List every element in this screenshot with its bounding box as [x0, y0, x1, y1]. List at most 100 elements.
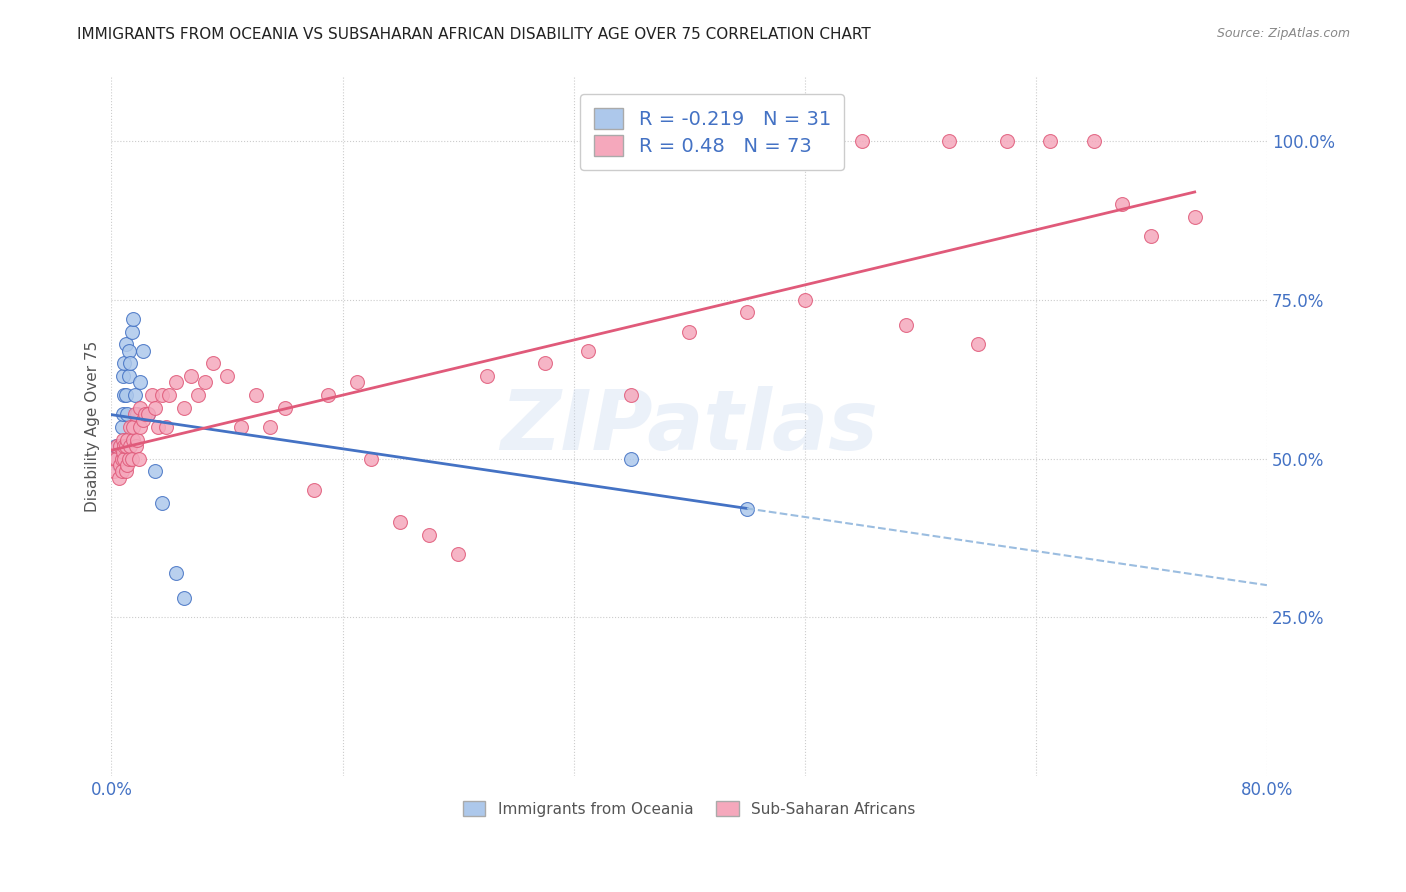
Point — [1083, 134, 1105, 148]
Point — [201, 356, 224, 370]
Text: IMMIGRANTS FROM OCEANIA VS SUBSAHARAN AFRICAN DISABILITY AGE OVER 75 CORRELATION: IMMIGRANTS FROM OCEANIA VS SUBSAHARAN AF… — [77, 27, 872, 42]
Point — [132, 343, 155, 358]
Point — [115, 464, 138, 478]
Point — [107, 470, 129, 484]
Point — [117, 458, 139, 472]
Point — [793, 293, 815, 307]
Point — [117, 407, 139, 421]
Point — [127, 433, 149, 447]
Text: ZIPatlas: ZIPatlas — [501, 386, 879, 467]
Point — [120, 439, 142, 453]
Point — [129, 376, 152, 390]
Point — [108, 439, 131, 453]
Point — [112, 356, 135, 370]
Point — [245, 388, 267, 402]
Point — [155, 419, 177, 434]
Point — [110, 451, 132, 466]
Point — [128, 451, 150, 466]
Point — [110, 419, 132, 434]
Point — [118, 343, 141, 358]
Text: Source: ZipAtlas.com: Source: ZipAtlas.com — [1216, 27, 1350, 40]
Point — [120, 419, 142, 434]
Point — [111, 407, 134, 421]
Point — [103, 464, 125, 478]
Point — [360, 451, 382, 466]
Point — [1111, 197, 1133, 211]
Point — [107, 445, 129, 459]
Point — [194, 376, 217, 390]
Point — [105, 451, 128, 466]
Point — [576, 343, 599, 358]
Point — [115, 337, 138, 351]
Point — [101, 451, 124, 466]
Point — [122, 433, 145, 447]
Point — [620, 388, 643, 402]
Point — [127, 407, 149, 421]
Point — [107, 458, 129, 472]
Point — [316, 388, 339, 402]
Point — [735, 502, 758, 516]
Point — [274, 401, 297, 415]
Point — [121, 451, 143, 466]
Point — [157, 388, 180, 402]
Point — [134, 407, 156, 421]
Point — [150, 388, 173, 402]
Point — [136, 407, 159, 421]
Legend: Immigrants from Oceania, Sub-Saharan Africans: Immigrants from Oceania, Sub-Saharan Afr… — [456, 793, 924, 824]
Point — [143, 401, 166, 415]
Point — [122, 419, 145, 434]
Point — [111, 369, 134, 384]
Point — [117, 433, 139, 447]
Point — [938, 134, 960, 148]
Point — [125, 439, 148, 453]
Point — [215, 369, 238, 384]
Point — [136, 407, 159, 421]
Point — [894, 318, 917, 333]
Point — [418, 528, 440, 542]
Point — [678, 325, 700, 339]
Point — [115, 388, 138, 402]
Point — [141, 388, 163, 402]
Point — [165, 566, 187, 580]
Point — [967, 337, 990, 351]
Point — [995, 134, 1018, 148]
Point — [231, 419, 253, 434]
Point — [118, 451, 141, 466]
Point — [115, 439, 138, 453]
Point — [110, 451, 132, 466]
Point — [187, 388, 209, 402]
Point — [104, 451, 127, 466]
Point — [120, 356, 142, 370]
Point — [104, 439, 127, 453]
Point — [1140, 229, 1163, 244]
Point — [346, 376, 368, 390]
Point — [1039, 134, 1062, 148]
Point — [105, 439, 128, 453]
Point — [533, 356, 555, 370]
Point — [112, 439, 135, 453]
Point — [475, 369, 498, 384]
Point — [150, 496, 173, 510]
Point — [259, 419, 281, 434]
Point — [1184, 210, 1206, 224]
Point — [447, 547, 470, 561]
Point — [100, 445, 122, 459]
Point — [180, 369, 202, 384]
Point — [620, 451, 643, 466]
Point — [851, 134, 873, 148]
Point — [118, 369, 141, 384]
Point — [112, 388, 135, 402]
Point — [122, 311, 145, 326]
Point — [108, 439, 131, 453]
Point — [143, 464, 166, 478]
Y-axis label: Disability Age Over 75: Disability Age Over 75 — [86, 341, 100, 512]
Point — [132, 413, 155, 427]
Point — [111, 433, 134, 447]
Point — [111, 445, 134, 459]
Point — [389, 515, 412, 529]
Point — [302, 483, 325, 498]
Point — [173, 591, 195, 606]
Point — [110, 464, 132, 478]
Point — [173, 401, 195, 415]
Point — [165, 376, 187, 390]
